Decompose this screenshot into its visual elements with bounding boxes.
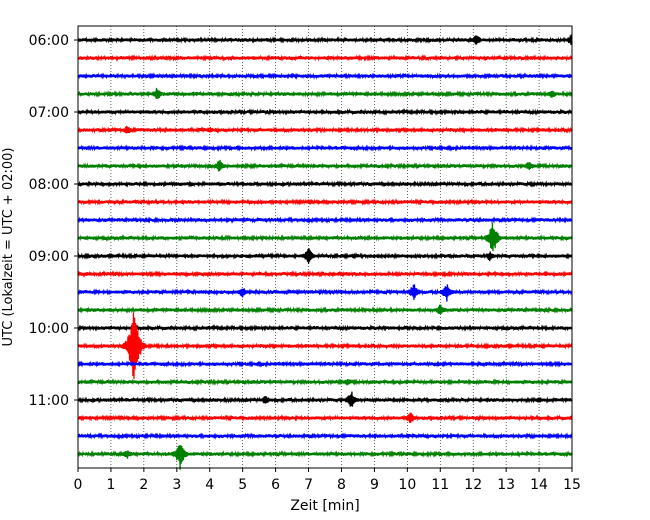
plot-background bbox=[78, 26, 572, 468]
y-axis-ticks: 06:00 07:00 08:00 09:00 10:00 11:00 bbox=[29, 33, 78, 409]
trace-line bbox=[77, 216, 573, 224]
trace-line bbox=[77, 270, 573, 278]
trace-line bbox=[77, 198, 573, 206]
x-tick-label: 15 bbox=[563, 477, 581, 493]
x-tick-label: 0 bbox=[74, 477, 83, 493]
x-tick-label: 7 bbox=[304, 477, 313, 493]
y-tick-label: 06:00 bbox=[29, 33, 69, 49]
x-tick-label: 8 bbox=[337, 477, 346, 493]
trace-line bbox=[77, 125, 573, 134]
trace-line bbox=[77, 72, 573, 80]
trace-line bbox=[77, 34, 573, 45]
y-tick-label: 07:00 bbox=[29, 105, 69, 121]
y-axis-label: UTC (Lokalzeit = UTC + 02:00) bbox=[1, 148, 16, 347]
x-tick-label: 2 bbox=[139, 477, 148, 493]
y-tick-label: 11:00 bbox=[29, 393, 69, 409]
x-axis-label: Zeit [min] bbox=[290, 498, 359, 514]
trace-line bbox=[77, 391, 573, 407]
x-tick-label: 4 bbox=[205, 477, 214, 493]
x-tick-label: 1 bbox=[106, 477, 115, 493]
y-tick-label: 10:00 bbox=[29, 321, 69, 337]
x-tick-label: 6 bbox=[271, 477, 280, 493]
trace-line bbox=[77, 159, 573, 172]
y-tick-label: 08:00 bbox=[29, 177, 69, 193]
y-tick-label: 09:00 bbox=[29, 249, 69, 265]
trace-line bbox=[77, 304, 573, 315]
seismic-traces bbox=[77, 34, 573, 470]
trace-line bbox=[77, 54, 573, 62]
trace-line bbox=[77, 87, 573, 99]
trace-line bbox=[77, 248, 573, 264]
trace-line bbox=[77, 324, 573, 332]
x-axis-ticks: 0 1 2 3 4 5 6 7 8 9 10 11 12 13 14 15 bbox=[74, 468, 581, 493]
trace-line bbox=[77, 432, 573, 440]
plot-frame bbox=[77, 25, 573, 469]
x-tick-label: 11 bbox=[431, 477, 449, 493]
x-tick-label: 9 bbox=[370, 477, 379, 493]
x-tick-label: 13 bbox=[497, 477, 515, 493]
trace-line bbox=[77, 378, 573, 386]
x-tick-label: 14 bbox=[530, 477, 548, 493]
x-tick-label: 10 bbox=[398, 477, 416, 493]
trace-line bbox=[77, 412, 573, 423]
trace-line bbox=[77, 284, 573, 302]
trace-line bbox=[77, 222, 573, 252]
trace-line bbox=[77, 108, 573, 116]
trace-line bbox=[77, 360, 573, 368]
trace-line bbox=[77, 445, 573, 470]
x-tick-label: 5 bbox=[238, 477, 247, 493]
trace-line bbox=[77, 312, 573, 380]
trace-line bbox=[77, 144, 573, 152]
x-tick-label: 3 bbox=[172, 477, 181, 493]
x-tick-label: 12 bbox=[464, 477, 482, 493]
trace-line bbox=[77, 180, 573, 188]
